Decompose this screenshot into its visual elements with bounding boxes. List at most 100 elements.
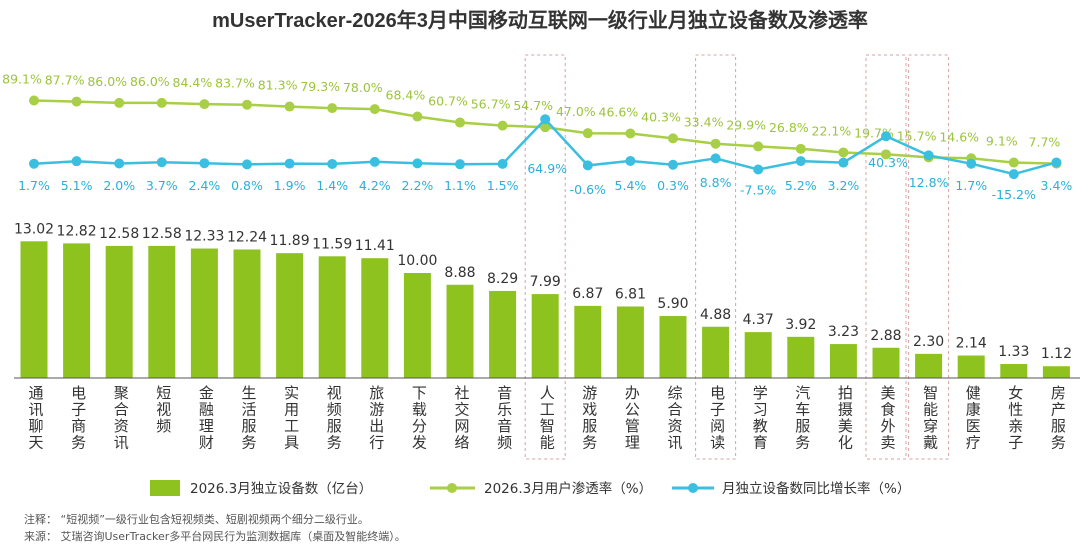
- bar-生活服务: [233, 249, 261, 378]
- bar-value-label: 5.90: [657, 296, 688, 312]
- category-label-学习教育: 学习教育: [753, 384, 768, 452]
- bar-value-label: 2.14: [956, 336, 987, 352]
- bar-value-label: 1.33: [998, 344, 1029, 360]
- category-label-电子阅读: 电子阅读: [710, 384, 725, 452]
- category-label-拍摄美化: 拍摄美化: [838, 384, 853, 452]
- chart-title: mUserTracker-2026年3月中国移动互联网一级行业月独立设备数及渗透…: [212, 8, 868, 32]
- penetration-label: 40.3%: [641, 109, 681, 124]
- penetration-label: 86.0%: [130, 74, 170, 89]
- category-label-人工智能: 人工智能: [540, 384, 555, 452]
- penetration-point: [242, 99, 252, 110]
- growth-label: 1.7%: [955, 178, 987, 193]
- growth-point: [1008, 169, 1019, 180]
- bar-聚合资讯: [105, 245, 133, 378]
- growth-label: 5.1%: [61, 178, 93, 193]
- penetration-label: 47.0%: [556, 104, 596, 119]
- bar-健康医疗: [957, 355, 985, 378]
- penetration-point: [710, 138, 721, 149]
- bar-汽车服务: [787, 336, 815, 378]
- penetration-label: 83.7%: [215, 76, 255, 91]
- growth-label: 3.4%: [1041, 178, 1073, 193]
- category-label-房产服务: 房产服务: [1051, 384, 1066, 452]
- category-label-智能穿戴: 智能穿戴: [923, 384, 938, 452]
- bar-短视频: [148, 245, 176, 378]
- category-label-游戏服务: 游戏服务: [582, 384, 597, 452]
- penetration-point: [199, 99, 210, 110]
- penetration-point: [881, 149, 891, 160]
- growth-point: [753, 164, 764, 175]
- growth-point: [199, 158, 210, 169]
- growth-label: 2.4%: [189, 178, 221, 193]
- legend-growth-label: 月独立设备数同比增长率（%）: [722, 480, 910, 497]
- growth-label: 2.2%: [402, 178, 434, 193]
- bar-value-label: 7.99: [530, 274, 561, 290]
- penetration-point: [1008, 157, 1019, 168]
- category-label-女性亲子: 女性亲子: [1008, 384, 1023, 452]
- growth-point: [369, 156, 380, 167]
- penetration-point: [582, 128, 593, 139]
- bar-value-label: 6.87: [572, 286, 603, 302]
- growth-point: [923, 150, 934, 161]
- category-label-生活服务: 生活服务: [241, 384, 256, 452]
- growth-point: [156, 157, 167, 168]
- bar-办公管理: [616, 306, 644, 378]
- penetration-point: [497, 120, 508, 131]
- highlight-boxes: [524, 54, 950, 460]
- legend-penetration-label: 2026.3月用户渗透率（%）: [484, 480, 652, 497]
- bar-value-label: 11.89: [270, 233, 310, 249]
- category-label-办公管理: 办公管理: [625, 384, 640, 452]
- legend-bar-label: 2026.3月独立设备数（亿台）: [190, 480, 372, 497]
- legend-penetration-marker: [447, 483, 457, 493]
- growth-point: [497, 158, 508, 169]
- bar-综合资讯: [659, 316, 687, 378]
- category-label-汽车服务: 汽车服务: [795, 384, 810, 452]
- bar-拍摄美化: [829, 344, 857, 378]
- penetration-point: [412, 111, 423, 122]
- bar-房产服务: [1042, 366, 1070, 378]
- penetration-label: 7.7%: [1029, 135, 1061, 150]
- growth-point: [284, 158, 295, 169]
- growth-label: 4.2%: [359, 178, 391, 193]
- bar-社交网络: [446, 284, 474, 378]
- footnote-note: 注释： “短视频”一级行业包含短视频类、短剧视频两个细分二级行业。: [24, 513, 369, 526]
- growth-label: 0.8%: [231, 178, 263, 193]
- bar-电子阅读: [702, 326, 730, 378]
- growth-line-series: 1.7% 5.1% 2.0% 3.7% 2.4% 0.8% 1.9% 1.4% 4.2% 2.2%…: [18, 114, 1072, 202]
- growth-label: -0.6%: [570, 182, 606, 197]
- growth-label: 5.2%: [785, 178, 817, 193]
- category-label-健康医疗: 健康医疗: [966, 384, 981, 452]
- growth-label: 5.4%: [615, 178, 647, 193]
- bar-下载分发: [403, 273, 431, 378]
- growth-point: [881, 131, 891, 142]
- growth-label: 1.9%: [274, 178, 306, 193]
- highlight-box-美食外卖: [865, 54, 907, 460]
- growth-label: -15.2%: [992, 187, 1036, 202]
- growth-label: 3.2%: [828, 178, 860, 193]
- bar-实用工具: [276, 253, 304, 378]
- category-label-社交网络: 社交网络: [454, 384, 469, 452]
- category-label-美食外卖: 美食外卖: [880, 384, 895, 452]
- penetration-label: 87.7%: [45, 73, 85, 88]
- bar-value-label: 3.92: [785, 317, 816, 333]
- penetration-label: 15.7%: [897, 128, 937, 143]
- highlight-box-人工智能: [524, 54, 566, 460]
- penetration-point: [838, 147, 849, 158]
- growth-point: [29, 158, 39, 169]
- growth-label: 3.7%: [146, 178, 178, 193]
- penetration-point: [114, 97, 125, 108]
- bar-value-label: 8.29: [487, 271, 518, 287]
- growth-label: -7.5%: [740, 183, 776, 198]
- category-label-通讯聊天: 通讯聊天: [28, 384, 43, 452]
- bar-旅游出行: [361, 258, 389, 378]
- penetration-label: 86.0%: [87, 74, 127, 89]
- growth-point: [114, 158, 125, 169]
- bar-value-label: 2.88: [870, 328, 901, 344]
- penetration-label: 26.8%: [769, 120, 809, 135]
- bar-value-label: 12.82: [57, 223, 97, 239]
- growth-point: [1051, 157, 1062, 168]
- bar-金融理财: [190, 248, 218, 378]
- penetration-point: [795, 143, 806, 154]
- legend: 2026.3月独立设备数（亿台） 2026.3月用户渗透率（%） 月独立设备数同比增…: [150, 480, 910, 497]
- growth-label: 1.7%: [18, 178, 50, 193]
